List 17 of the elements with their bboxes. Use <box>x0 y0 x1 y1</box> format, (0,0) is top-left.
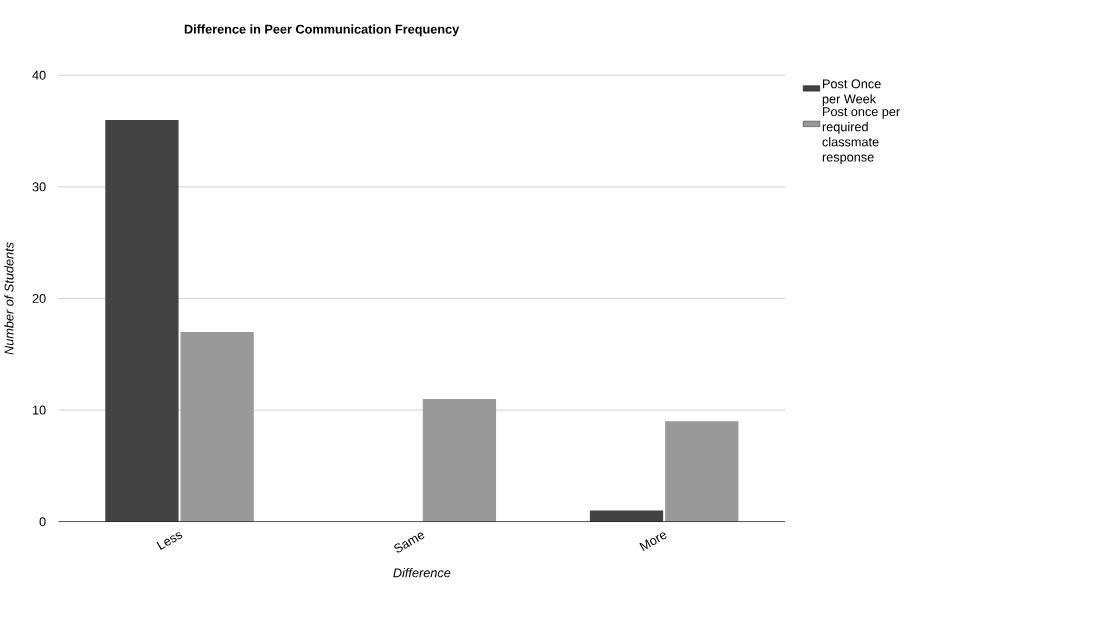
y-tick-label: 10 <box>32 405 46 415</box>
chart-title: Difference in Peer Communication Frequency <box>184 24 460 37</box>
y-tick-label: 20 <box>32 293 46 303</box>
x-tick-label: More <box>639 532 667 551</box>
bar <box>422 398 497 522</box>
y-axis-title: Number of Students <box>4 242 14 355</box>
x-tick-label: Same <box>394 532 425 553</box>
bar <box>105 119 179 522</box>
y-tick-label: 0 <box>39 517 46 527</box>
y-tick-label: 40 <box>32 70 46 80</box>
bar <box>180 331 254 522</box>
y-tick-label: 30 <box>32 182 46 192</box>
legend-label: Post once per required classmate response <box>822 107 900 164</box>
bar <box>665 421 739 522</box>
x-axis-title: Difference <box>393 567 451 578</box>
legend-label: Post Once per Week <box>822 79 881 106</box>
x-tick-label: Less <box>156 532 183 550</box>
